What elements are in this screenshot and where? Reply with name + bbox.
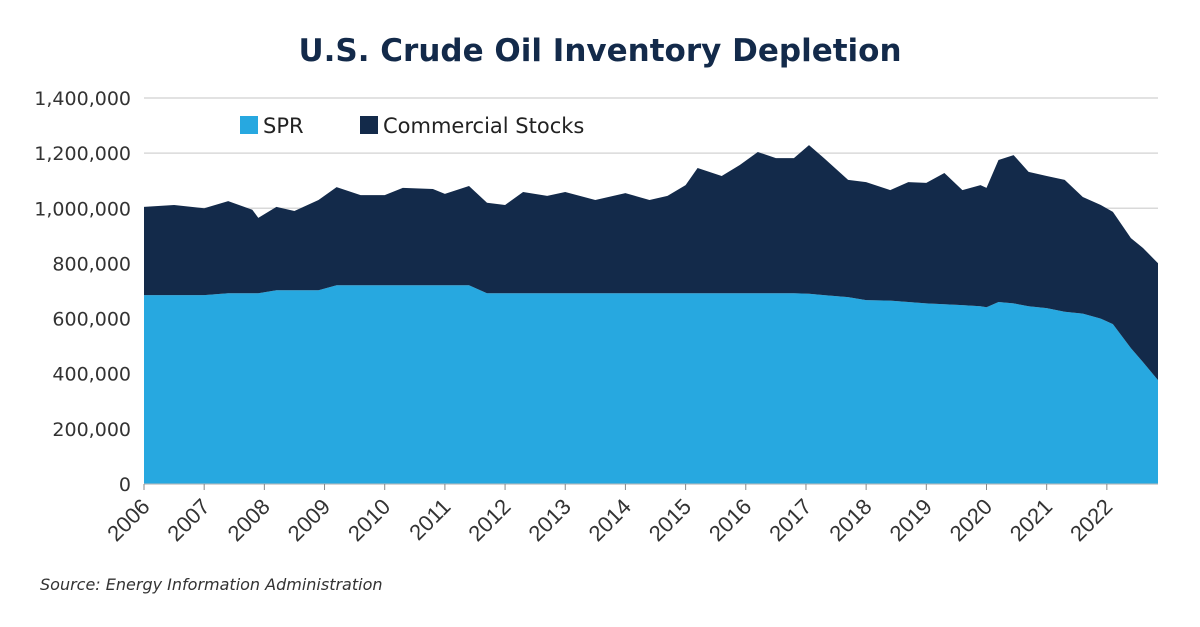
x-tick-label: 2022 bbox=[1065, 494, 1117, 546]
chart-title: U.S. Crude Oil Inventory Depletion bbox=[298, 33, 901, 69]
y-tick-label: 200,000 bbox=[52, 419, 131, 441]
legend-label-spr: SPR bbox=[263, 114, 304, 138]
x-tick-label: 2012 bbox=[463, 494, 515, 546]
x-tick-label: 2014 bbox=[584, 494, 636, 546]
area-commercial-stocks bbox=[144, 145, 1158, 381]
legend: SPR Commercial Stocks bbox=[240, 114, 584, 138]
legend-swatch-spr bbox=[240, 116, 258, 134]
plot-area bbox=[144, 145, 1158, 484]
y-tick-label: 400,000 bbox=[52, 364, 131, 386]
y-tick-label: 600,000 bbox=[52, 309, 131, 331]
source-note: Source: Energy Information Administratio… bbox=[40, 575, 383, 594]
legend-swatch-commercial-stocks bbox=[360, 116, 378, 134]
x-tick-label: 2016 bbox=[704, 494, 756, 546]
x-tick-label: 2021 bbox=[1005, 494, 1057, 546]
y-tick-label: 1,400,000 bbox=[34, 88, 131, 110]
y-axis: 0 200,000 400,000 600,000 800,000 1,000,000 1,… bbox=[34, 88, 131, 496]
x-tick-label: 2006 bbox=[102, 494, 154, 546]
x-tick-label: 2013 bbox=[523, 494, 575, 546]
x-tick-label: 2015 bbox=[644, 494, 696, 546]
x-tick-label: 2009 bbox=[283, 494, 335, 546]
x-tick-label: 2007 bbox=[162, 494, 214, 546]
y-tick-label: 800,000 bbox=[52, 253, 131, 275]
y-tick-label: 0 bbox=[119, 474, 131, 496]
x-axis: 2006 2007 2008 2009 2010 2011 2012 2013 2014 2015… bbox=[102, 483, 1158, 546]
y-tick-label: 1,000,000 bbox=[34, 198, 131, 220]
x-tick-label: 2020 bbox=[945, 494, 997, 546]
x-tick-label: 2018 bbox=[824, 494, 876, 546]
x-tick-label: 2011 bbox=[404, 494, 455, 545]
area-spr bbox=[144, 285, 1158, 484]
legend-label-commercial-stocks: Commercial Stocks bbox=[383, 114, 584, 138]
x-tick-label: 2008 bbox=[223, 494, 275, 546]
x-tick-label: 2010 bbox=[343, 494, 395, 546]
y-tick-label: 1,200,000 bbox=[34, 143, 131, 165]
x-tick-label: 2017 bbox=[764, 494, 816, 546]
x-tick-label: 2019 bbox=[885, 494, 937, 546]
